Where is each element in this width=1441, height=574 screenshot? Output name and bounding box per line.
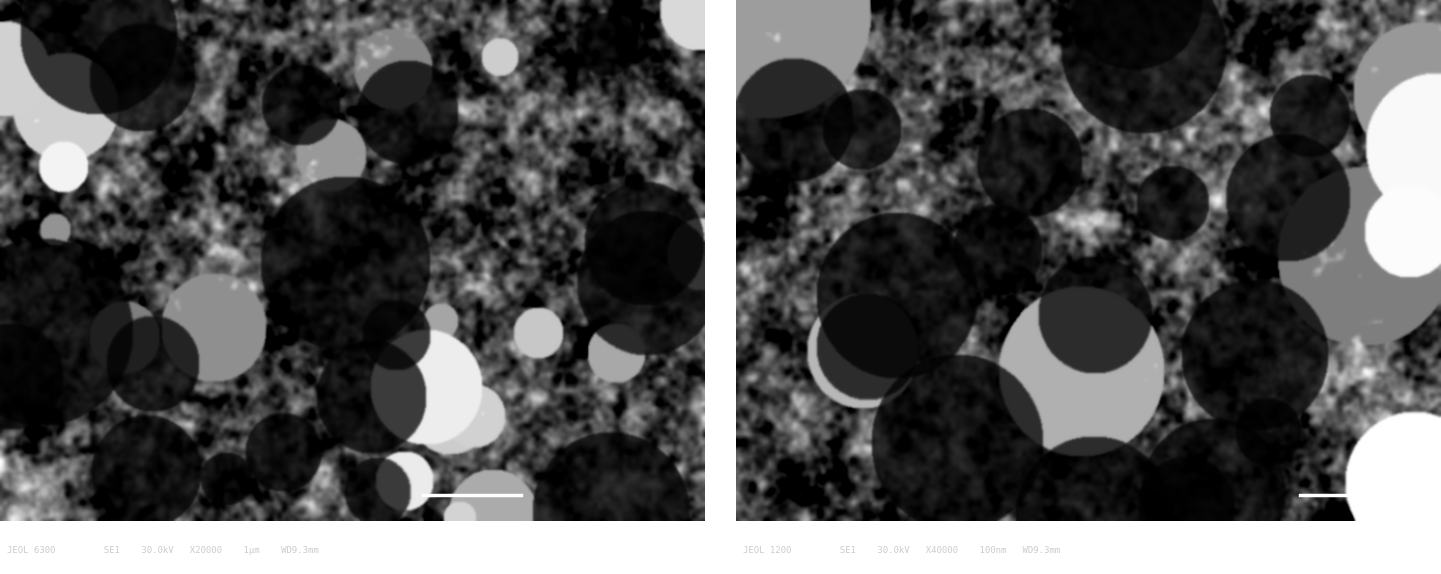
Text: JEOL 6300         SE1    30.0kV   X20000    1μm    WD9.3mm: JEOL 6300 SE1 30.0kV X20000 1μm WD9.3mm [7,546,318,554]
Text: JEOL 1200         SE1    30.0kV   X40000    100nm   WD9.3mm: JEOL 1200 SE1 30.0kV X40000 100nm WD9.3m… [744,546,1061,554]
